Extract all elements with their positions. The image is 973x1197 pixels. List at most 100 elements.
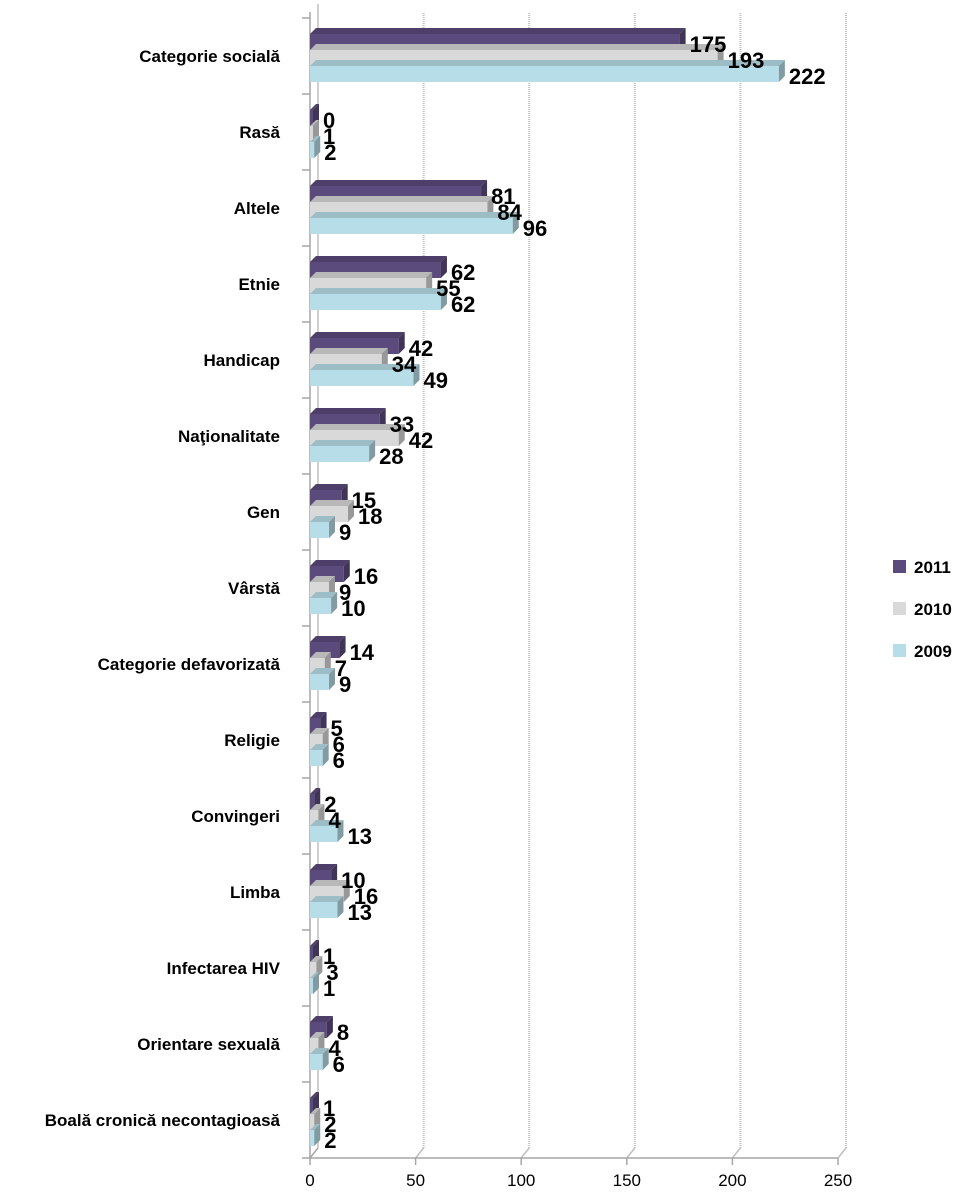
data-label-categorie-sociala-2010: 193	[728, 48, 765, 73]
bar-religie-2010-top	[310, 728, 329, 734]
data-label-gen-2011: 15	[352, 488, 376, 513]
bar-varsta-2009-side	[331, 592, 338, 614]
bar-boala-cronica-necontagioasa-2009-side	[314, 1124, 321, 1146]
bar-categorie-defavorizata-2009	[310, 674, 330, 690]
data-label-categorie-sociala-2011: 175	[690, 32, 727, 57]
bar-handicap-2010-top	[310, 348, 388, 354]
bar-gen-2009	[310, 522, 330, 538]
bar-limba-2010-side	[343, 880, 350, 902]
legend-swatch-2011	[893, 560, 906, 573]
data-label-boala-cronica-necontagioasa-2011: 1	[323, 1096, 335, 1121]
category-label-etnie: Etnie	[238, 275, 280, 294]
data-label-nationalitate-2009: 28	[379, 444, 403, 469]
gridline-250	[837, 1147, 847, 1159]
bar-infectarea-hiv-2009-top	[310, 972, 319, 978]
category-label-gen: Gen	[247, 503, 280, 522]
bar-nationalitate-2011-top	[310, 408, 386, 414]
bar-boala-cronica-necontagioasa-2009	[310, 1130, 315, 1146]
data-label-etnie-2011: 62	[451, 260, 475, 285]
legend-swatch-2010	[893, 602, 906, 615]
data-label-varsta-2010: 9	[339, 580, 351, 605]
x-tick-labels-group: 0 50 100 150 200 250	[305, 1171, 852, 1190]
data-label-gen-2010: 18	[358, 504, 382, 529]
bar-religie-2009-side	[322, 744, 329, 766]
bar-etnie-2011-top	[310, 256, 447, 262]
data-label-religie-2009: 6	[333, 748, 345, 773]
bar-boala-cronica-necontagioasa-2010-top	[310, 1108, 321, 1114]
category-label-religie: Religie	[224, 731, 280, 750]
bar-categorie-defavorizata-2011-top	[310, 636, 346, 642]
bar-varsta-2010-top	[310, 576, 336, 582]
bar-rasa-2009-top	[310, 136, 321, 142]
bar-convingeri-2011	[310, 794, 315, 810]
axis-lines	[302, 4, 839, 1165]
bar-etnie-2009	[310, 294, 441, 310]
data-label-handicap-2011: 42	[409, 336, 433, 361]
bar-gen-2010-side	[348, 500, 355, 522]
category-labels-group: Categorie socială Rasă Altele Etnie Handicap…	[45, 47, 281, 1130]
bar-categorie-sociala-2009-top	[310, 60, 785, 66]
x-tick-150: 150	[613, 1171, 641, 1190]
bar-altele-2009-top	[310, 212, 519, 218]
data-label-limba-2009: 13	[347, 900, 371, 925]
category-label-orientare-sexuala: Orientare sexuală	[137, 1035, 280, 1054]
bar-convingeri-2010	[310, 810, 319, 826]
bar-limba-2009	[310, 902, 338, 918]
data-label-limba-2010: 16	[354, 884, 378, 909]
data-label-convingeri-2009: 13	[347, 824, 371, 849]
bar-religie-2009-top	[310, 744, 329, 750]
bar-religie-2009	[310, 750, 323, 766]
x-tick-0: 0	[305, 1171, 314, 1190]
category-label-infectarea-hiv: Infectarea HIV	[167, 959, 281, 978]
bar-gen-2009-side	[329, 516, 336, 538]
x-tick-50: 50	[406, 1171, 425, 1190]
x-tick-100: 100	[507, 1171, 535, 1190]
bar-rasa-2010-top	[310, 120, 319, 126]
bar-rasa-2009	[310, 142, 315, 158]
bar-etnie-2011-side	[440, 256, 447, 278]
bar-nationalitate-2010-side	[398, 424, 405, 446]
data-label-religie-2010: 6	[333, 732, 345, 757]
data-label-infectarea-hiv-2011: 1	[323, 944, 335, 969]
gridline-50	[415, 1147, 425, 1159]
x-tick-200: 200	[718, 1171, 746, 1190]
data-label-orientare-sexuala-2010: 4	[328, 1036, 341, 1061]
bar-rasa-2009-side	[314, 136, 321, 158]
bar-infectarea-hiv-2009-side	[313, 972, 319, 994]
data-label-convingeri-2010: 4	[328, 808, 341, 833]
gridline-100	[520, 1147, 530, 1159]
data-label-categorie-defavorizata-2010: 7	[335, 656, 347, 681]
bar-rasa-2011-top	[310, 104, 319, 110]
data-label-religie-2011: 5	[331, 716, 343, 741]
data-label-varsta-2009: 10	[341, 596, 365, 621]
bar-handicap-2009-top	[310, 364, 420, 370]
x-tick-250: 250	[824, 1171, 852, 1190]
data-label-altele-2010: 84	[497, 200, 522, 225]
bar-convingeri-2009	[310, 826, 338, 842]
bar-categorie-defavorizata-2009-top	[310, 668, 336, 674]
bar-infectarea-hiv-2009	[310, 978, 313, 994]
legend-label-2009: 2009	[914, 642, 952, 661]
bar-categorie-sociala-2009-side	[778, 60, 785, 82]
bar-handicap-2011-side	[398, 332, 405, 354]
legend-label-2010: 2010	[914, 600, 952, 619]
category-label-categorie-sociala: Categorie socială	[139, 47, 280, 66]
bar-convingeri-2009-side	[337, 820, 344, 842]
bar-limba-2010-top	[310, 880, 350, 886]
bar-orientare-sexuala-2010-top	[310, 1032, 325, 1038]
data-label-rasa-2011: 0	[323, 108, 335, 133]
bar-rasa-2011	[310, 110, 313, 126]
data-labels-group: 1751932220128184966255624234493342281518…	[323, 32, 826, 1153]
bar-boala-cronica-necontagioasa-2011-top	[310, 1092, 319, 1098]
category-label-categorie-defavorizata: Categorie defavorizată	[98, 655, 281, 674]
bar-categorie-defavorizata-2009-side	[329, 668, 336, 690]
bar-etnie-2009-top	[310, 288, 447, 294]
bar-gen-2009-top	[310, 516, 336, 522]
category-label-nationalitate: Naţionalitate	[178, 427, 280, 446]
bar-orientare-sexuala-2011-side	[326, 1016, 333, 1038]
data-label-altele-2011: 81	[491, 184, 515, 209]
bar-nationalitate-2010-top	[310, 424, 405, 430]
bar-varsta-2011-side	[343, 560, 350, 582]
category-label-rasa: Rasă	[239, 123, 280, 142]
data-label-infectarea-hiv-2009: 1	[323, 976, 335, 1001]
